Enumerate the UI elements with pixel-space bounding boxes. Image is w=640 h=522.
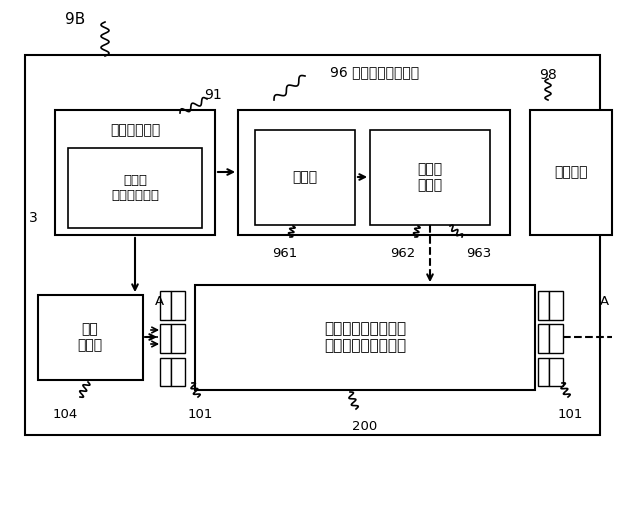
Text: 腐食装置: 腐食装置 bbox=[554, 165, 588, 179]
Bar bbox=[160, 324, 172, 353]
Bar bbox=[195, 285, 535, 390]
Bar bbox=[25, 55, 600, 435]
Text: 9B: 9B bbox=[65, 12, 85, 27]
Bar bbox=[55, 110, 215, 235]
Text: シート
ハイトデータ: シート ハイトデータ bbox=[111, 174, 159, 202]
Text: 961: 961 bbox=[273, 247, 298, 260]
Text: 98: 98 bbox=[539, 68, 557, 82]
Bar bbox=[68, 148, 202, 228]
Bar bbox=[38, 295, 143, 380]
Bar bbox=[172, 358, 185, 386]
Text: 963: 963 bbox=[466, 247, 492, 260]
Text: エンボス版シリンダ
（レジスト層被覚）: エンボス版シリンダ （レジスト層被覚） bbox=[324, 321, 406, 353]
Text: 101: 101 bbox=[557, 408, 582, 421]
Text: A: A bbox=[600, 295, 609, 308]
Text: 101: 101 bbox=[188, 408, 212, 421]
Text: 走査部: 走査部 bbox=[292, 170, 317, 184]
Bar bbox=[172, 324, 185, 353]
Bar bbox=[172, 291, 185, 319]
Text: 回転
駆動部: 回転 駆動部 bbox=[77, 322, 102, 352]
Text: 91: 91 bbox=[204, 88, 222, 102]
Bar bbox=[160, 358, 172, 386]
Text: コンピュータ: コンピュータ bbox=[110, 123, 160, 137]
Text: 962: 962 bbox=[390, 247, 415, 260]
Bar bbox=[538, 324, 549, 353]
Bar bbox=[160, 291, 172, 319]
Bar bbox=[238, 110, 510, 235]
Bar bbox=[549, 291, 563, 319]
Text: レーザ
発振器: レーザ 発振器 bbox=[417, 162, 443, 192]
Text: 96 パターン露光装置: 96 パターン露光装置 bbox=[330, 65, 419, 79]
Bar bbox=[549, 324, 563, 353]
Bar bbox=[538, 358, 549, 386]
Text: 3: 3 bbox=[29, 211, 37, 225]
Bar bbox=[530, 110, 612, 235]
Text: 200: 200 bbox=[353, 420, 378, 433]
Bar bbox=[370, 130, 490, 225]
Bar bbox=[549, 358, 563, 386]
Text: 104: 104 bbox=[52, 408, 77, 421]
Bar bbox=[538, 291, 549, 319]
Text: A: A bbox=[155, 295, 164, 308]
Bar bbox=[255, 130, 355, 225]
